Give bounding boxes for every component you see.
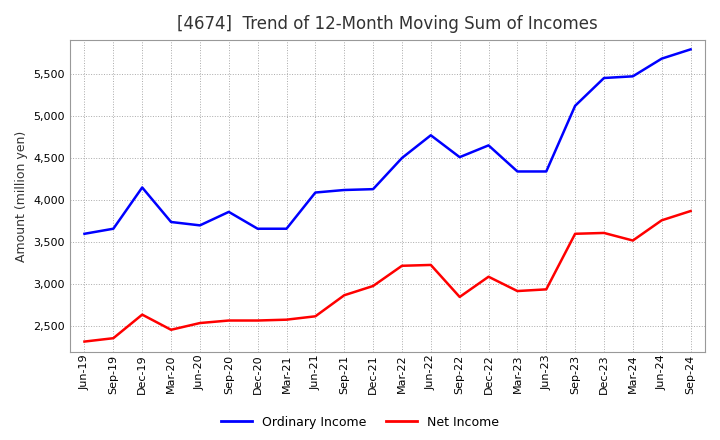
Ordinary Income <box>600 75 608 81</box>
Net Income <box>542 287 551 292</box>
Ordinary Income <box>485 143 493 148</box>
Y-axis label: Amount (million yen): Amount (million yen) <box>15 130 28 261</box>
Ordinary Income <box>80 231 89 236</box>
Line: Net Income: Net Income <box>84 211 690 341</box>
Net Income <box>397 263 406 268</box>
Line: Ordinary Income: Ordinary Income <box>84 49 690 234</box>
Ordinary Income <box>686 47 695 52</box>
Net Income <box>282 317 291 323</box>
Net Income <box>167 327 176 332</box>
Net Income <box>571 231 580 236</box>
Ordinary Income <box>225 209 233 215</box>
Net Income <box>426 262 435 268</box>
Ordinary Income <box>542 169 551 174</box>
Ordinary Income <box>657 56 666 61</box>
Net Income <box>138 312 146 317</box>
Ordinary Income <box>311 190 320 195</box>
Ordinary Income <box>340 187 348 193</box>
Ordinary Income <box>629 73 637 79</box>
Ordinary Income <box>426 132 435 138</box>
Ordinary Income <box>571 103 580 108</box>
Net Income <box>629 238 637 243</box>
Ordinary Income <box>167 220 176 225</box>
Ordinary Income <box>282 226 291 231</box>
Ordinary Income <box>369 187 377 192</box>
Net Income <box>253 318 262 323</box>
Ordinary Income <box>397 155 406 161</box>
Net Income <box>340 293 348 298</box>
Net Income <box>369 283 377 289</box>
Ordinary Income <box>513 169 522 174</box>
Ordinary Income <box>196 223 204 228</box>
Net Income <box>600 230 608 235</box>
Net Income <box>109 336 117 341</box>
Net Income <box>455 294 464 300</box>
Title: [4674]  Trend of 12-Month Moving Sum of Incomes: [4674] Trend of 12-Month Moving Sum of I… <box>177 15 598 33</box>
Legend: Ordinary Income, Net Income: Ordinary Income, Net Income <box>216 411 504 434</box>
Ordinary Income <box>455 154 464 160</box>
Net Income <box>196 320 204 326</box>
Net Income <box>225 318 233 323</box>
Net Income <box>80 339 89 344</box>
Ordinary Income <box>253 226 262 231</box>
Net Income <box>513 288 522 293</box>
Ordinary Income <box>138 185 146 190</box>
Net Income <box>485 274 493 279</box>
Ordinary Income <box>109 226 117 231</box>
Net Income <box>686 209 695 214</box>
Net Income <box>657 218 666 223</box>
Net Income <box>311 314 320 319</box>
